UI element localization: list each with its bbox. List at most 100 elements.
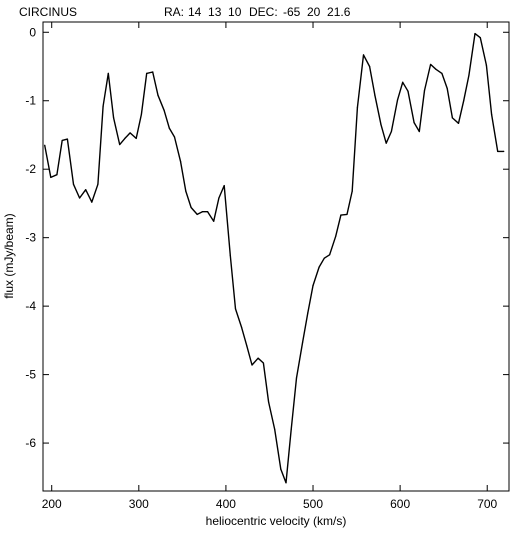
data-point (234, 308, 237, 310)
data-point (129, 132, 131, 134)
x-tick-label: 400 (216, 497, 236, 511)
data-point (351, 190, 353, 192)
data-point (474, 33, 476, 35)
x-tick-label: 200 (42, 497, 62, 511)
data-point (223, 185, 225, 187)
data-point (119, 143, 121, 146)
y-tick-label: -1 (25, 94, 36, 108)
x-axis-label: heliocentric velocity (km/s) (206, 514, 347, 528)
dec-value: -65 20 21.6 (283, 5, 351, 19)
data-point (335, 235, 337, 237)
data-point (295, 377, 298, 379)
data-point (457, 122, 460, 124)
y-axis-label: flux (mJy/beam) (2, 213, 16, 298)
data-point (61, 139, 63, 142)
data-point (44, 144, 46, 146)
data-point (157, 94, 159, 96)
data-point (218, 197, 220, 199)
data-point (413, 122, 415, 124)
data-point (229, 254, 231, 257)
data-point (435, 68, 437, 70)
data-point (307, 312, 309, 314)
y-tick-label: -6 (25, 436, 36, 450)
data-point (362, 54, 365, 56)
data-point (446, 87, 448, 90)
data-point (152, 71, 154, 73)
data-point (102, 105, 104, 107)
data-point (107, 72, 109, 74)
plot-frame (42, 21, 510, 492)
plot-header: CIRCINUS RA: 14 13 10 DEC: -65 20 21.6 (0, 0, 522, 22)
data-point (246, 345, 248, 347)
data-point (91, 201, 93, 203)
data-point (56, 174, 58, 176)
data-point (396, 99, 399, 101)
data-point (385, 142, 387, 144)
data-point (418, 130, 420, 133)
x-tick-label: 500 (303, 497, 323, 511)
data-point (190, 206, 192, 209)
y-tick-label: -5 (25, 368, 36, 382)
ra-label: RA: (164, 5, 185, 19)
data-point (490, 113, 493, 116)
data-point (97, 183, 99, 185)
data-point (240, 326, 243, 328)
data-point (257, 357, 259, 359)
y-tick-label: -2 (25, 162, 36, 176)
data-point (274, 428, 276, 430)
data-point (328, 254, 331, 256)
data-point (66, 138, 68, 140)
data-point (207, 211, 209, 213)
data-point (251, 364, 253, 366)
x-axis-ticks: 200 300 400 500 600 700 (42, 22, 498, 511)
data-point (285, 482, 287, 484)
data-point (146, 72, 148, 74)
data-point (280, 468, 282, 470)
data-point (140, 113, 143, 116)
data-point (402, 81, 404, 83)
series-line (44, 32, 504, 484)
data-point (301, 341, 304, 344)
data-point (380, 124, 382, 126)
dec-label: DEC: (249, 5, 278, 19)
x-tick-label: 300 (129, 497, 149, 511)
data-point (312, 284, 314, 287)
data-point (356, 106, 359, 109)
data-point (441, 72, 443, 74)
data-point (262, 362, 264, 364)
data-point (72, 183, 75, 185)
object-name: CIRCINUS (19, 5, 78, 19)
data-point (463, 100, 465, 102)
data-point (346, 213, 348, 215)
data-point (290, 428, 292, 430)
y-tick-label: -4 (25, 299, 36, 313)
data-point (323, 257, 325, 259)
data-point (407, 90, 409, 92)
data-point (479, 37, 481, 39)
data-point (196, 213, 198, 215)
x-tick-label: 600 (390, 497, 410, 511)
data-point (112, 117, 115, 119)
data-point (267, 401, 270, 403)
y-axis-ticks: 0 -1 -2 -3 -4 -5 -6 (25, 25, 509, 450)
data-point (451, 117, 453, 119)
data-point (185, 190, 187, 192)
data-point (85, 189, 87, 191)
series-points (44, 33, 505, 484)
data-point (468, 74, 470, 77)
data-point (163, 109, 165, 111)
data-point (430, 63, 432, 66)
data-point (173, 136, 176, 138)
x-tick-label: 700 (477, 497, 497, 511)
data-point (201, 211, 203, 213)
data-point (318, 266, 320, 268)
data-point (168, 127, 170, 129)
data-point (369, 65, 371, 68)
data-point (78, 197, 81, 199)
data-point (340, 214, 342, 216)
data-point (503, 150, 505, 153)
ra-value: 14 13 10 (188, 5, 242, 19)
data-point (50, 176, 52, 179)
data-point (374, 94, 376, 96)
data-point (485, 64, 487, 66)
